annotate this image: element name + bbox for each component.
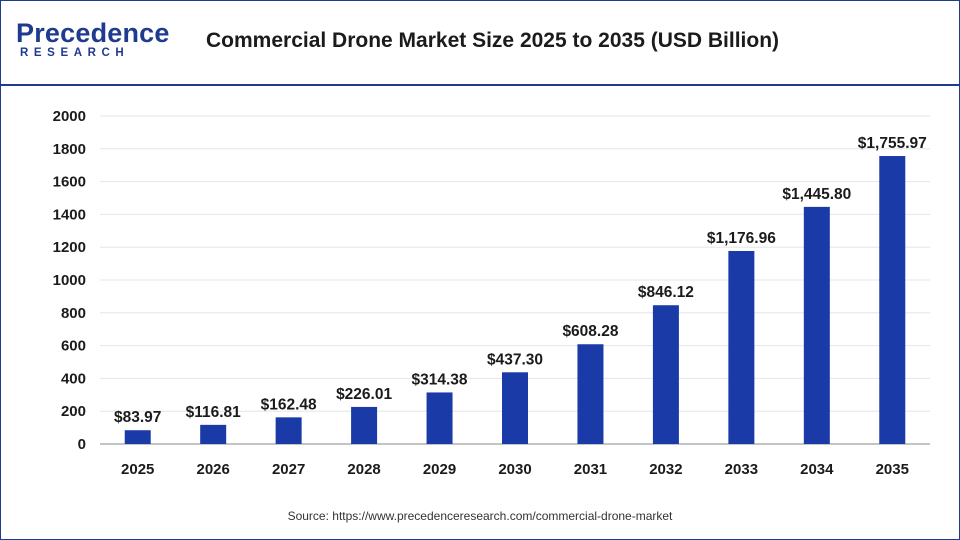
bar xyxy=(577,344,604,444)
bar xyxy=(879,156,906,444)
bar xyxy=(502,372,528,444)
data-label: $314.38 xyxy=(412,371,468,388)
data-label: $1,176.96 xyxy=(707,230,776,247)
y-tick-label: 200 xyxy=(61,403,86,420)
data-label: $83.97 xyxy=(114,409,161,426)
logo-wordmark: Precedence xyxy=(16,18,170,48)
x-tick-label: 2034 xyxy=(800,461,834,478)
y-tick-label: 1400 xyxy=(53,206,86,223)
data-label: $1,755.97 xyxy=(858,135,927,152)
data-label: $437.30 xyxy=(487,351,543,368)
y-tick-label: 1600 xyxy=(53,174,86,191)
bar xyxy=(200,424,227,444)
y-tick-label: 1800 xyxy=(53,141,86,158)
bar xyxy=(124,430,151,444)
bar xyxy=(351,406,378,444)
chart-title: Commercial Drone Market Size 2025 to 203… xyxy=(206,29,780,52)
x-tick-label: 2030 xyxy=(498,461,531,478)
bar xyxy=(803,206,830,444)
data-label: $226.01 xyxy=(336,386,392,403)
x-tick-label: 2028 xyxy=(347,461,380,478)
bar-chart: 0 200 400 600 800 1000 1200 1400 1600 1800 2000 $83… xyxy=(53,108,930,478)
x-tick-label: 2027 xyxy=(272,461,305,478)
x-tick-label: 2032 xyxy=(649,461,682,478)
x-tick-label: 2033 xyxy=(725,461,758,478)
data-label: $116.81 xyxy=(186,404,242,421)
source-note: Source: https://www.precedenceresearch.c… xyxy=(287,509,673,523)
x-tick-label: 2035 xyxy=(876,461,909,478)
bar xyxy=(652,305,679,444)
x-tick-label: 2025 xyxy=(121,461,154,478)
data-label: $846.12 xyxy=(638,284,694,301)
y-tick-label: 400 xyxy=(61,370,86,387)
data-label: $608.28 xyxy=(562,323,618,340)
bar xyxy=(275,417,302,444)
y-tick-label: 2000 xyxy=(53,108,86,125)
y-tick-label: 0 xyxy=(78,436,86,453)
x-tick-label: 2026 xyxy=(196,461,229,478)
x-tick-label: 2031 xyxy=(574,461,607,478)
y-tick-label: 1000 xyxy=(53,272,86,289)
brand-logo: Precedence RESEARCH xyxy=(16,18,169,68)
data-label: $162.48 xyxy=(261,396,317,413)
y-tick-label: 600 xyxy=(61,338,86,355)
x-tick-label: 2029 xyxy=(423,461,456,478)
header: Precedence RESEARCH Commercial Drone Mar… xyxy=(0,0,960,86)
y-tick-label: 1200 xyxy=(53,239,86,256)
y-tick-label: 800 xyxy=(61,305,86,322)
data-label: $1,445.80 xyxy=(782,186,851,203)
bar xyxy=(426,392,453,444)
bar xyxy=(728,250,755,444)
logo-subtitle: RESEARCH xyxy=(20,47,130,59)
